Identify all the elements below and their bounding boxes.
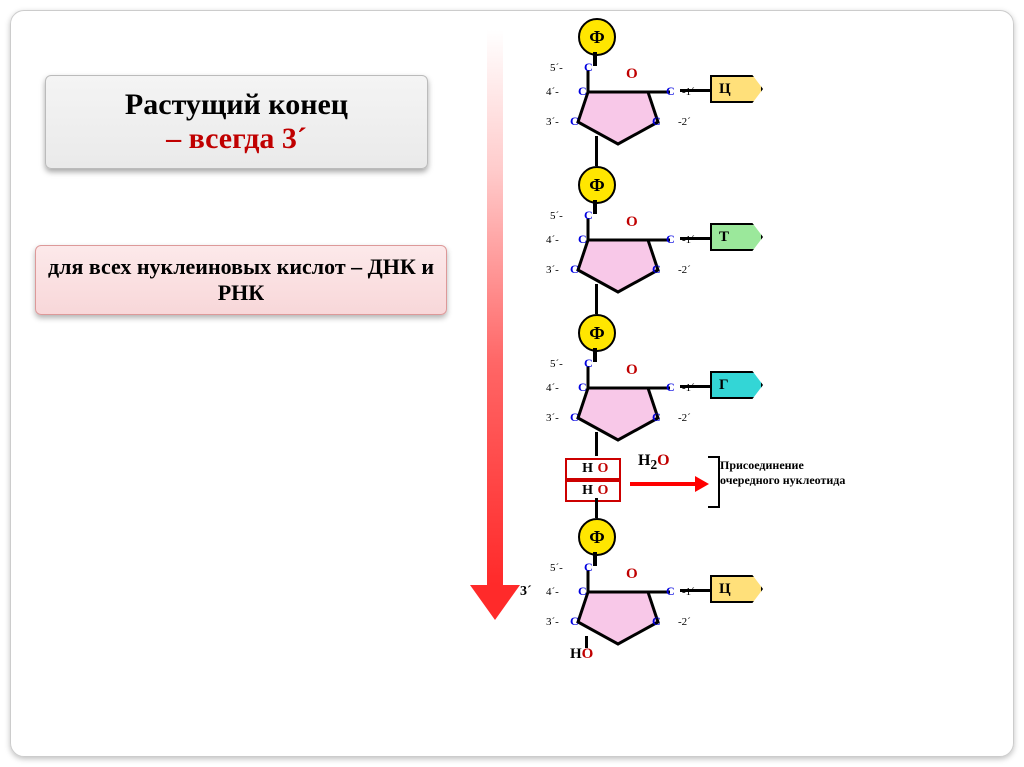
prime-label: -1´ [682, 586, 695, 598]
subtitle-box: для всех нуклеиновых кислот – ДНК и РНК [35, 245, 447, 315]
slide: Растущий конец – всегда 3´ для всех нукл… [0, 0, 1024, 767]
prime-label: 5´- [550, 62, 563, 74]
phosphate-icon: Ф [578, 314, 616, 352]
carbon-label: C [652, 614, 661, 629]
carbon-label: C [570, 262, 579, 277]
glycosidic-bond [680, 589, 710, 592]
prime-label: 4´- [546, 86, 559, 98]
glycosidic-bond [680, 385, 710, 388]
side-annotation: Присоединение очередного нуклеотида [720, 458, 850, 488]
ribose-ring [558, 210, 678, 295]
arrow-head-icon [470, 585, 520, 620]
ring-oxygen: O [626, 66, 638, 83]
glycosidic-bond [680, 89, 710, 92]
carbon-label: C [578, 84, 587, 99]
carbon-label: C [578, 232, 587, 247]
prime-label: 4´- [546, 234, 559, 246]
ho-box: HO [565, 480, 621, 502]
forming-bond [595, 498, 598, 518]
base-tag-Г: Г [710, 371, 763, 399]
prime-label: 5´- [550, 210, 563, 222]
prime-label: 5´- [550, 562, 563, 574]
dehydration-arrow-icon [630, 474, 710, 494]
phosphodiester-bond [595, 432, 598, 456]
prime-label: 3´- [546, 616, 559, 628]
title-box: Растущий конец – всегда 3´ [45, 75, 428, 169]
carbon-label: C [584, 208, 593, 223]
base-tag-Ц: Ц [710, 575, 763, 603]
ribose-ring [558, 562, 678, 647]
ring-oxygen: O [626, 214, 638, 231]
carbon-label: C [666, 84, 675, 99]
growth-arrow [470, 30, 520, 620]
carbon-label: C [666, 584, 675, 599]
phosphate-icon: Ф [578, 166, 616, 204]
phosphodiester-bond [595, 284, 598, 314]
prime-label: 5´- [550, 358, 563, 370]
carbon-label: C [652, 114, 661, 129]
arrow-body [487, 30, 503, 585]
title-line1: Растущий конец [64, 88, 409, 122]
carbon-label: C [570, 114, 579, 129]
carbon-label: C [666, 232, 675, 247]
carbon-label: C [666, 380, 675, 395]
carbon-label: C [652, 410, 661, 425]
carbon-label: C [584, 356, 593, 371]
prime-label: -2´ [678, 412, 691, 424]
carbon-label: C [570, 410, 579, 425]
carbon-label: C [578, 380, 587, 395]
prime-label: -1´ [682, 234, 695, 246]
prime-label: -1´ [682, 86, 695, 98]
title-line2: – всегда 3´ [64, 122, 409, 156]
phosphate-icon: Ф [578, 18, 616, 56]
prime-label: -1´ [682, 382, 695, 394]
carbon-label: C [652, 262, 661, 277]
ring-oxygen: O [626, 362, 638, 379]
phosphodiester-bond [595, 136, 598, 166]
ribose-ring [558, 358, 678, 443]
prime-label: 3´- [546, 412, 559, 424]
glycosidic-bond [680, 237, 710, 240]
bond [585, 636, 588, 648]
prime-label: -2´ [678, 264, 691, 276]
prime-label: 4´- [546, 382, 559, 394]
phosphate-icon: Ф [578, 518, 616, 556]
prime-label: -2´ [678, 616, 691, 628]
ribose-ring [558, 62, 678, 147]
ho-box: HO [565, 458, 621, 480]
prime-label: -2´ [678, 116, 691, 128]
carbon-label: C [578, 584, 587, 599]
base-tag-Т: Т [710, 223, 763, 251]
condensation-ho-boxes: HOHO [565, 458, 621, 502]
terminal-3prime-oh: HO [570, 646, 593, 663]
ring-oxygen: O [626, 566, 638, 583]
prime-label: 3´- [546, 264, 559, 276]
h2o-label: H2O [638, 452, 670, 473]
nucleotide-chain-diagram: Ф O C 5´- C 4´- C 3´- C -2´ C -1´ Ц Ф O C 5´- C 4´- C 3´- C… [530, 18, 1010, 738]
bracket-icon [708, 456, 720, 508]
carbon-label: C [570, 614, 579, 629]
carbon-label: C [584, 560, 593, 575]
prime-label: 3´- [546, 116, 559, 128]
carbon-label: C [584, 60, 593, 75]
base-tag-Ц: Ц [710, 75, 763, 103]
prime-label: 4´- [546, 586, 559, 598]
